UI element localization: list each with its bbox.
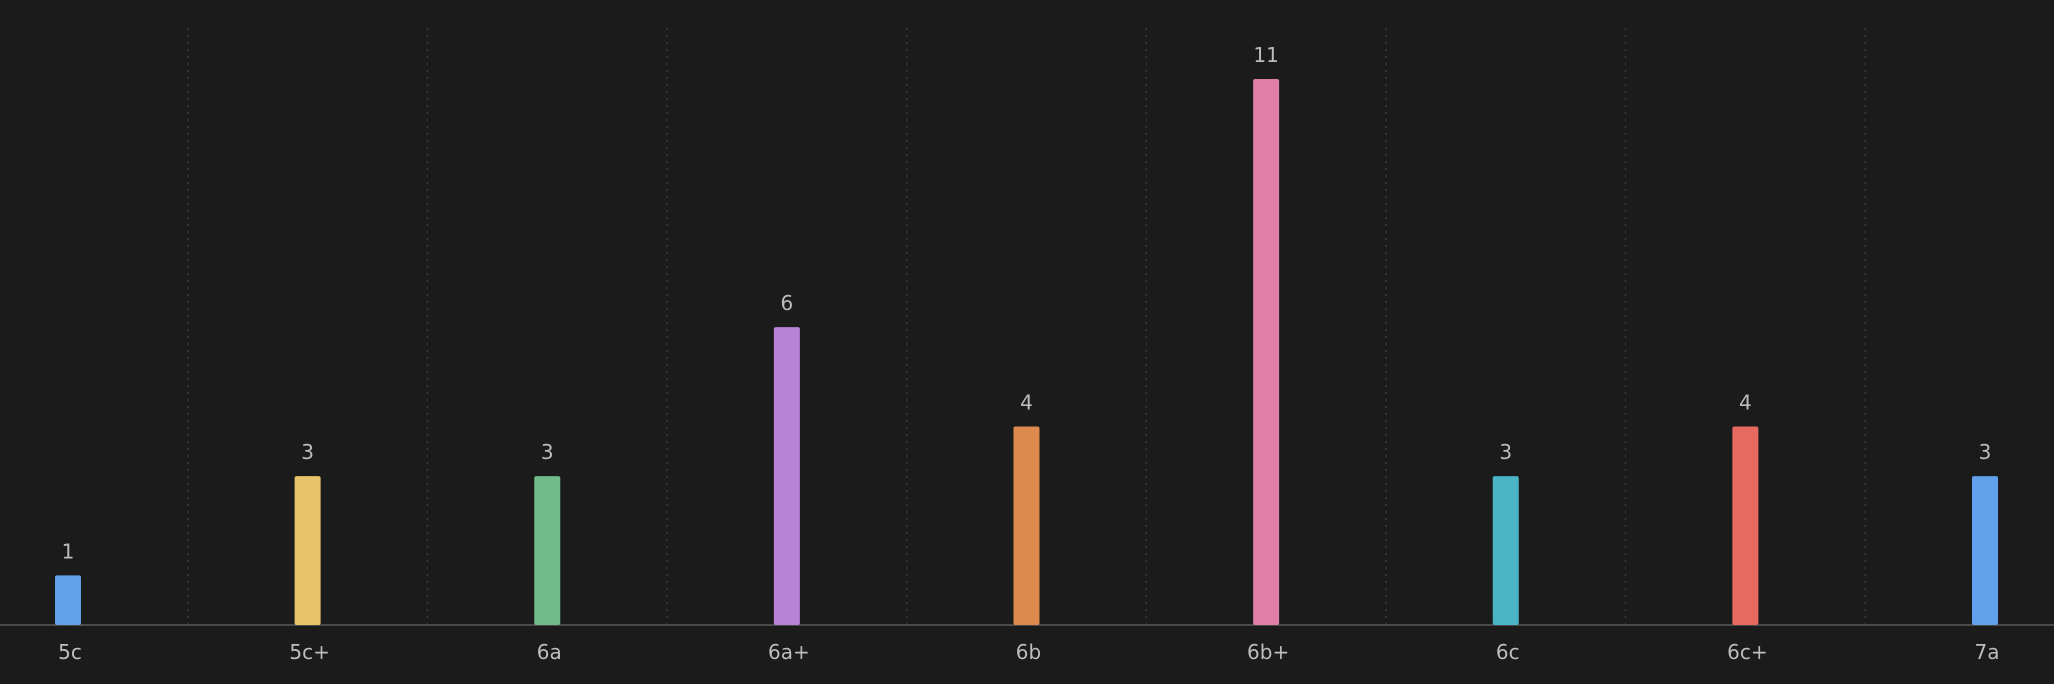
value-label-6a: 3 bbox=[541, 440, 554, 464]
value-label-6c: 3 bbox=[1499, 440, 1512, 464]
value-label-6b: 4 bbox=[1020, 390, 1033, 414]
value-label-6c+: 4 bbox=[1739, 390, 1752, 414]
x-tick-label-6a+: 6a+ bbox=[768, 640, 810, 664]
value-label-5c: 1 bbox=[62, 539, 75, 563]
bar-5c+[interactable] bbox=[294, 476, 321, 625]
x-tick-label-6c: 6c bbox=[1496, 640, 1520, 664]
x-tick-label-6b+: 6b+ bbox=[1247, 640, 1289, 664]
x-tick-label-7a: 7a bbox=[1975, 640, 2000, 664]
bar-6c+[interactable] bbox=[1732, 426, 1759, 625]
value-label-layer: 1 3 3 6 4 11 3 4 3 bbox=[62, 43, 1992, 563]
bar-5c[interactable] bbox=[55, 575, 81, 625]
bar-7a[interactable] bbox=[1972, 476, 1998, 625]
bar-6a[interactable] bbox=[534, 476, 561, 625]
value-label-5c+: 3 bbox=[301, 440, 314, 464]
value-label-7a: 3 bbox=[1979, 440, 1992, 464]
x-tick-label-6b: 6b bbox=[1016, 640, 1041, 664]
bar-6a+[interactable] bbox=[773, 327, 800, 625]
value-label-6a+: 6 bbox=[781, 291, 794, 315]
bar-6b+[interactable] bbox=[1253, 79, 1280, 625]
value-label-6b+: 11 bbox=[1253, 43, 1278, 67]
bar-layer bbox=[55, 79, 1998, 625]
bar-6c[interactable] bbox=[1492, 476, 1519, 625]
x-tick-label-5c: 5c bbox=[58, 640, 82, 664]
x-tick-label-5c+: 5c+ bbox=[289, 640, 329, 664]
x-tick-layer: 5c 5c+ 6a 6a+ 6b 6b+ 6c 6c+ 7a bbox=[58, 640, 1999, 664]
bar-6b[interactable] bbox=[1013, 426, 1040, 625]
grid-layer bbox=[187, 28, 1866, 625]
x-tick-label-6c+: 6c+ bbox=[1727, 640, 1767, 664]
x-tick-label-6a: 6a bbox=[537, 640, 562, 664]
